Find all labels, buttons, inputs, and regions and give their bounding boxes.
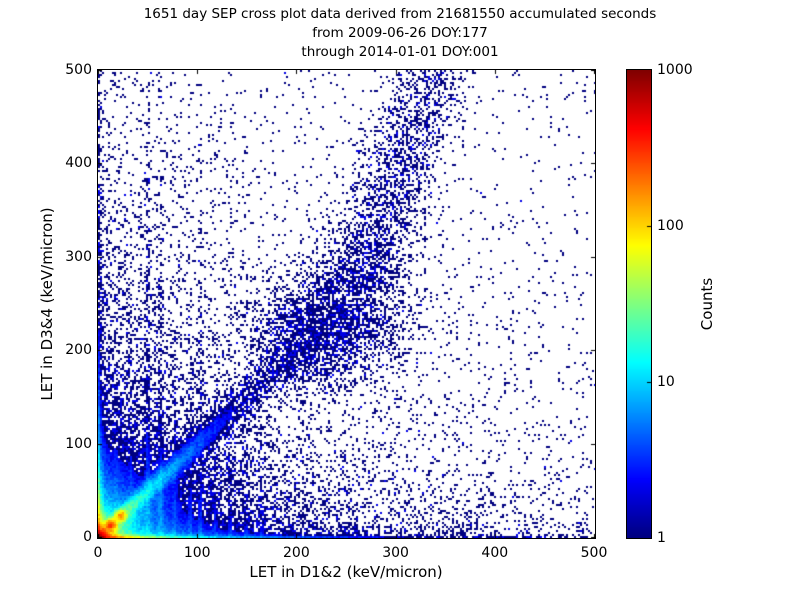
y-tick-label: 300 — [65, 248, 92, 265]
colorbar-label: Counts — [698, 277, 716, 331]
y-axis-label: LET in D3&4 (keV/micron) — [38, 207, 56, 401]
y-tick-label: 500 — [65, 62, 92, 78]
x-axis-label: LET in D1&2 (keV/micron) — [249, 563, 443, 581]
scatter-heatmap-canvas — [98, 70, 595, 538]
chart-title-line-3: through 2014-01-01 DOY:001 — [301, 44, 499, 60]
x-tick-label: 0 — [93, 545, 103, 561]
x-tick-label: 100 — [183, 545, 211, 561]
x-tick-label: 400 — [481, 545, 509, 561]
colorbar-tick-label: 1000 — [657, 62, 693, 78]
x-tick-label: 200 — [283, 545, 310, 561]
plot-area — [97, 69, 596, 539]
colorbar — [626, 69, 652, 539]
colorbar-tick-label: 1 — [657, 530, 666, 546]
x-tick-label: 300 — [382, 545, 409, 561]
chart-title: 1651 day SEP cross plot data derived fro… — [0, 5, 800, 62]
chart-title-line-2: from 2009-06-26 DOY:177 — [312, 25, 488, 41]
colorbar-tick-label: 100 — [657, 218, 684, 234]
y-tick-label: 200 — [65, 342, 92, 359]
colorbar-tick-label: 10 — [657, 374, 675, 390]
y-tick-label: 400 — [65, 155, 92, 172]
x-tick-label: 500 — [580, 545, 608, 561]
chart-title-line-1: 1651 day SEP cross plot data derived fro… — [143, 6, 657, 22]
colorbar-gradient-canvas — [627, 70, 651, 538]
y-tick-label: 100 — [65, 435, 92, 452]
y-tick-label: 0 — [83, 529, 92, 545]
